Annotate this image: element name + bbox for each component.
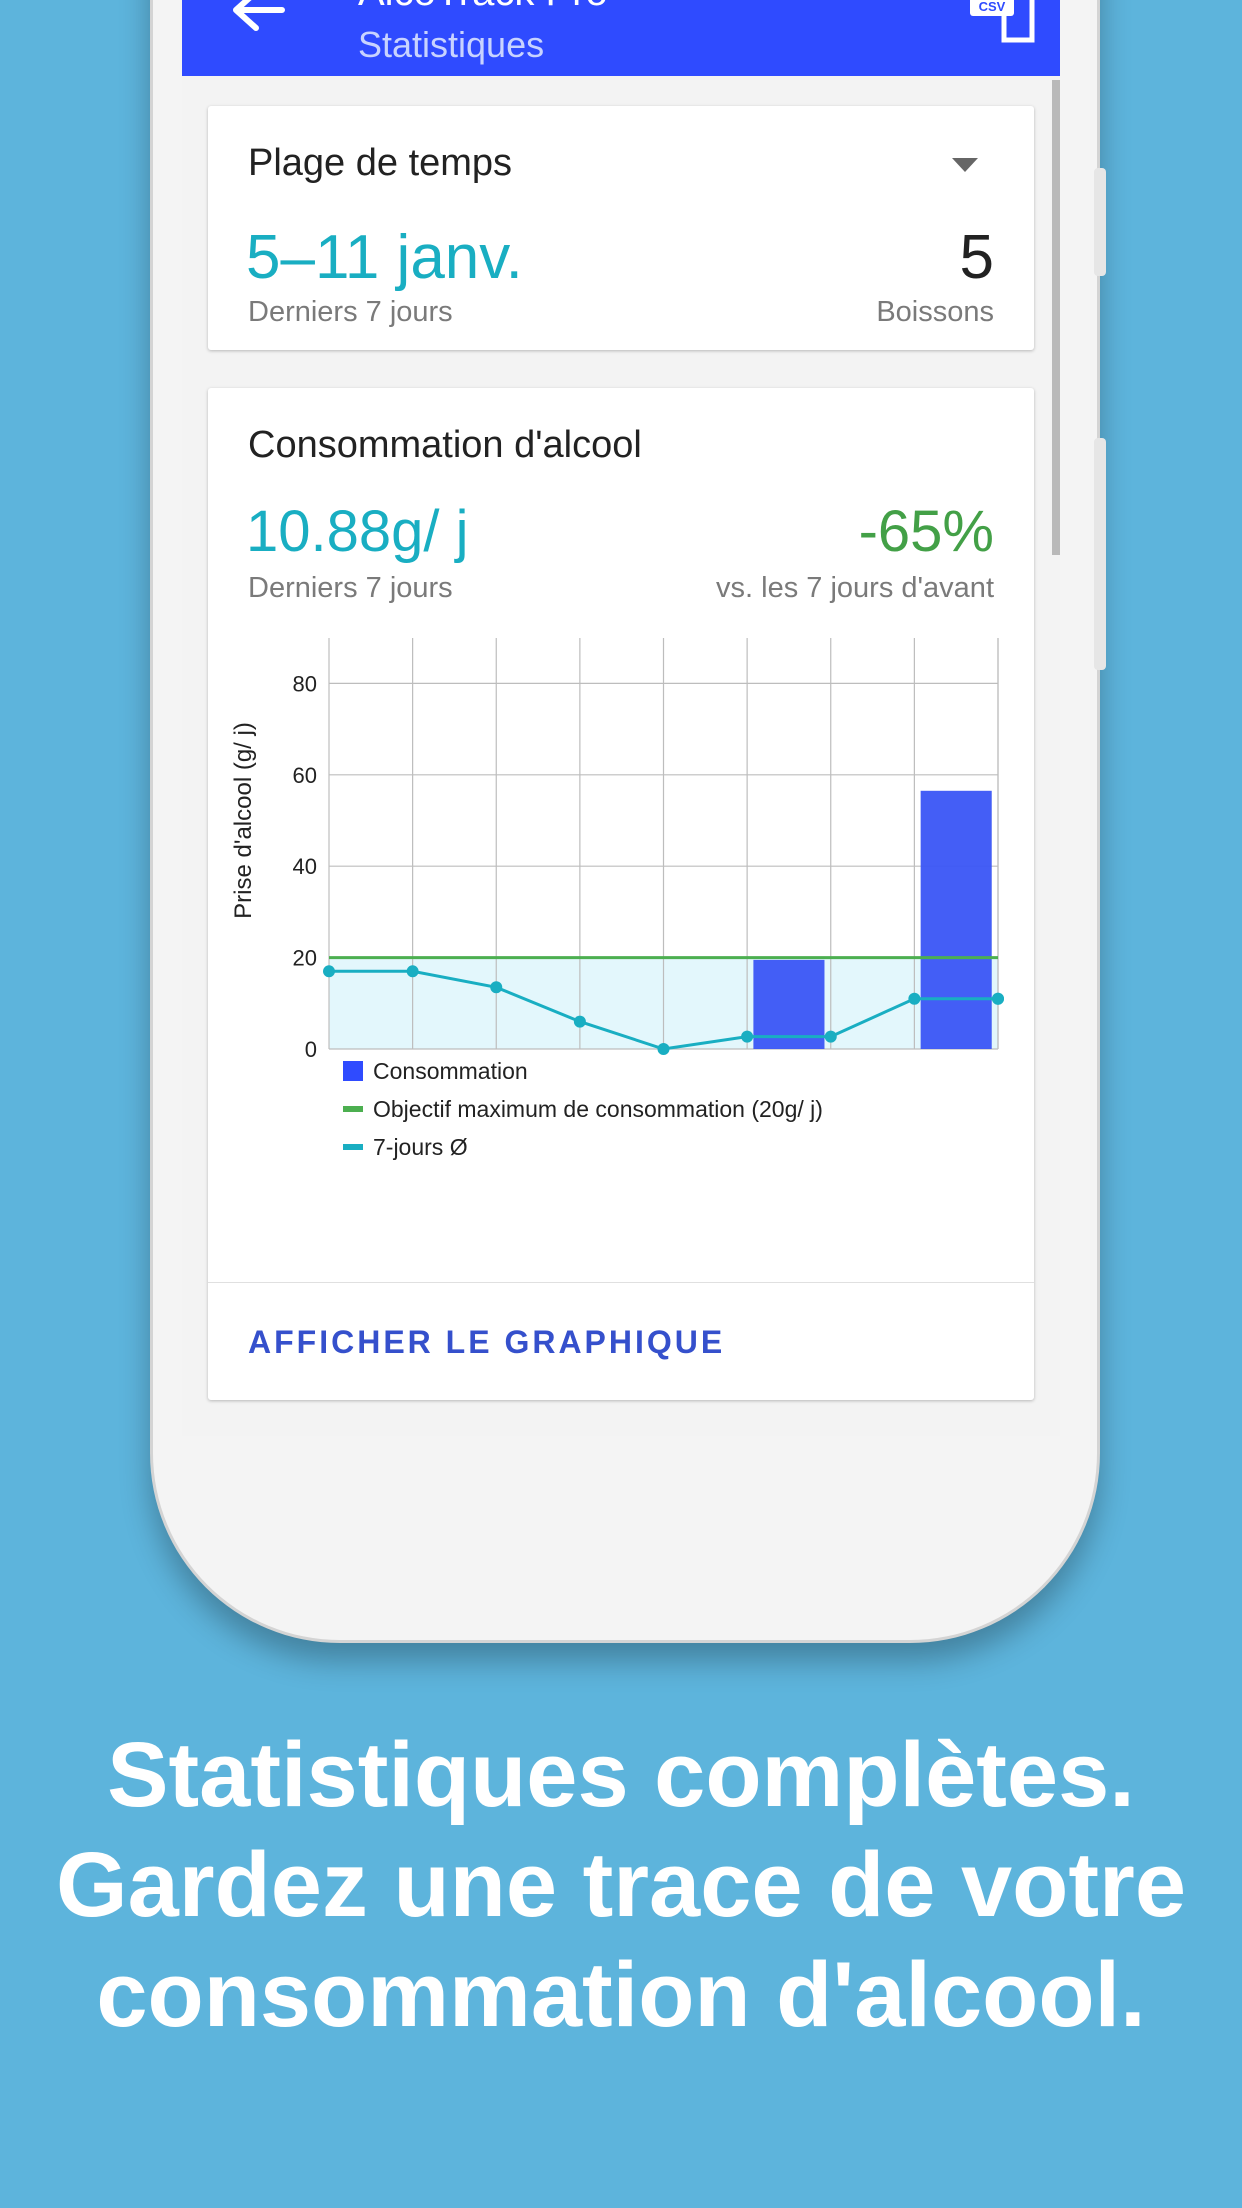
time-range-label: Plage de temps	[248, 142, 513, 184]
back-arrow-icon[interactable]	[228, 0, 288, 40]
legend-label: Objectif maximum de consommation (20g/ j…	[373, 1096, 823, 1122]
y-tick-label: 40	[293, 854, 317, 879]
legend-swatch	[343, 1061, 363, 1081]
avg-7d-point	[824, 1030, 837, 1043]
show-chart-button[interactable]: AFFICHER LE GRAPHIQUE	[248, 1324, 726, 1360]
promo-headline: Statistiques complètes. Gardez une trace…	[0, 1720, 1242, 2050]
consumption-card: Consommation d'alcool 10.88g/ j -65% Der…	[208, 388, 1034, 1400]
consumption-chart: 02040608010003/01ven.04/01sam.05/01dim.0…	[230, 638, 1004, 1160]
headline-line-1: Statistiques complètes.	[107, 1724, 1135, 1826]
y-tick-label: 80	[293, 671, 317, 696]
avg-7d-point	[741, 1030, 754, 1043]
legend-swatch	[343, 1106, 363, 1112]
app-subtitle: Statistiques	[358, 24, 545, 65]
avg-7d-point	[657, 1043, 670, 1055]
avg-7d-point	[490, 981, 503, 994]
consumption-title: Consommation d'alcool	[248, 424, 642, 466]
csv-icon-label: CSV	[979, 0, 1006, 14]
avg-7d-point	[992, 992, 1004, 1005]
avg-7d-point	[908, 992, 921, 1005]
scrollbar[interactable]	[1052, 80, 1060, 555]
csv-export-icon[interactable]: CSV	[966, 0, 1036, 48]
dropdown-arrow-icon[interactable]	[952, 158, 978, 172]
avg-7d-point	[323, 965, 335, 978]
time-range-period: Derniers 7 jours	[248, 296, 453, 328]
avg-7d-point	[406, 965, 419, 978]
y-tick-label: 60	[293, 763, 317, 788]
headline-line-2: Gardez une trace de votre	[56, 1834, 1186, 1936]
avg-7d-point	[573, 1015, 586, 1028]
y-tick-label: 0	[305, 1037, 317, 1062]
consumption-change-label: vs. les 7 jours d'avant	[716, 572, 994, 604]
app-bar: AlcoTrack Pro Statistiques CSV	[182, 0, 1060, 76]
consumption-bar	[920, 790, 992, 1049]
headline-line-3: consommation d'alcool.	[96, 1944, 1146, 2046]
y-tick-label: 20	[293, 946, 317, 971]
card-divider	[208, 1282, 1034, 1283]
legend-label: 7-jours Ø	[373, 1134, 468, 1160]
app-title: AlcoTrack Pro	[358, 0, 608, 15]
app-screen: AlcoTrack Pro Statistiques CSV Plage de …	[182, 0, 1060, 1436]
phone-volume-button	[1094, 168, 1106, 276]
consumption-period: Derniers 7 jours	[248, 572, 453, 604]
time-range-card: Plage de temps 5–11 janv. 5 Derniers 7 j…	[208, 106, 1034, 350]
drinks-count: 5	[959, 223, 994, 292]
phone-power-button	[1094, 438, 1106, 670]
consumption-rate: 10.88g/ j	[246, 499, 469, 564]
time-range-dates: 5–11 janv.	[246, 223, 523, 292]
legend-label: Consommation	[373, 1058, 528, 1084]
consumption-bar	[753, 959, 825, 1049]
consumption-change: -65%	[858, 499, 994, 564]
y-axis-label: Prise d'alcool (g/ j)	[230, 722, 257, 919]
legend-swatch	[343, 1144, 363, 1150]
drinks-label: Boissons	[876, 296, 994, 328]
